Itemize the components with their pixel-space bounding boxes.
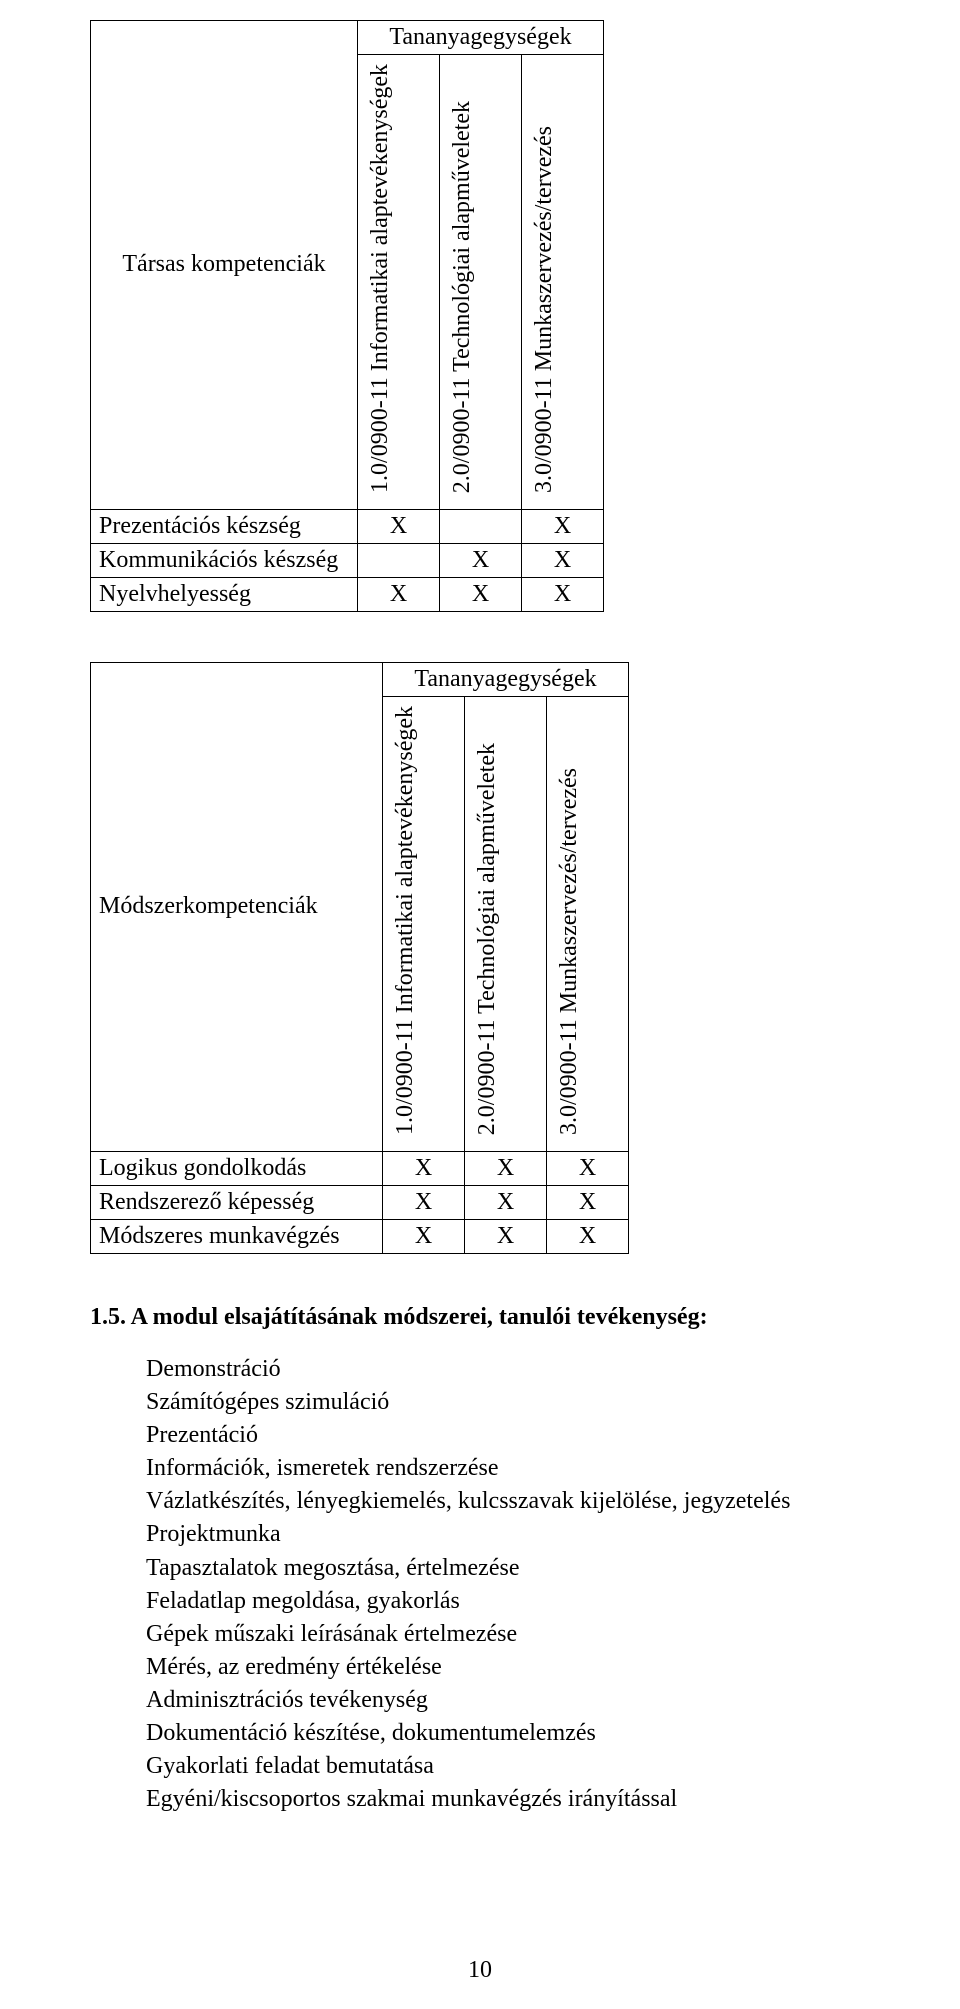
column-group-label: Tananyagegységek: [414, 666, 596, 692]
table-row: Kommunikációs készség X X: [91, 543, 604, 577]
table-cell: X: [358, 577, 440, 611]
table-cell: [358, 543, 440, 577]
column-group-label: Tananyagegységek: [389, 24, 571, 50]
table-row: Logikus gondolkodás X X X: [91, 1151, 629, 1185]
list-item: Információk, ismeretek rendszerzése: [146, 1452, 920, 1485]
row-section-label: Társas kompetenciák: [122, 251, 325, 277]
table-cell: X: [547, 1185, 629, 1219]
column-header: 2.0/0900-11 Technológiai alapműveletek: [440, 55, 522, 510]
methods-list: Demonstráció Számítógépes szimuláció Pre…: [90, 1353, 920, 1817]
table-row: Módszeres munkavégzés X X X: [91, 1219, 629, 1253]
table-cell: X: [440, 543, 522, 577]
list-item: Tapasztalatok megosztása, értelmezése: [146, 1552, 920, 1585]
page: Társas kompetenciák Tananyagegységek 1.0…: [0, 0, 960, 2009]
table-cell: X: [440, 577, 522, 611]
table-row: Társas kompetenciák Tananyagegységek: [91, 21, 604, 55]
table-social-competencies: Társas kompetenciák Tananyagegységek 1.0…: [90, 20, 604, 612]
table-cell: X: [383, 1185, 465, 1219]
list-item: Dokumentáció készítése, dokumentumelemzé…: [146, 1717, 920, 1750]
row-label: Kommunikációs készség: [91, 543, 358, 577]
table-cell: X: [547, 1151, 629, 1185]
list-item: Gyakorlati feladat bemutatása: [146, 1750, 920, 1783]
column-header: 2.0/0900-11 Technológiai alapműveletek: [465, 696, 547, 1151]
column-label: 3.0/0900-11 Munkaszervezés/tervezés: [555, 768, 584, 1135]
column-label: 1.0/0900-11 Informatikai alaptevékenység…: [366, 64, 395, 493]
row-label: Logikus gondolkodás: [91, 1151, 383, 1185]
list-item: Prezentáció: [146, 1419, 920, 1452]
column-header: 1.0/0900-11 Informatikai alaptevékenység…: [383, 696, 465, 1151]
page-number: 10: [0, 1957, 960, 1984]
table-cell: X: [465, 1151, 547, 1185]
list-item: Mérés, az eredmény értékelése: [146, 1651, 920, 1684]
column-header: 3.0/0900-11 Munkaszervezés/tervezés: [547, 696, 629, 1151]
table-row: Nyelvhelyesség X X X: [91, 577, 604, 611]
column-label: 2.0/0900-11 Technológiai alapműveletek: [473, 743, 502, 1135]
row-label: Nyelvhelyesség: [91, 577, 358, 611]
column-header: 3.0/0900-11 Munkaszervezés/tervezés: [522, 55, 604, 510]
list-item: Gépek műszaki leírásának értelmezése: [146, 1618, 920, 1651]
table-cell: X: [547, 1219, 629, 1253]
column-label: 1.0/0900-11 Informatikai alaptevékenység…: [391, 706, 420, 1135]
list-item: Demonstráció: [146, 1353, 920, 1386]
column-group-header: Tananyagegységek: [383, 662, 629, 696]
list-item: Számítógépes szimuláció: [146, 1386, 920, 1419]
list-item: Adminisztrációs tevékenység: [146, 1684, 920, 1717]
section-heading: 1.5. A modul elsajátításának módszerei, …: [90, 1304, 920, 1331]
column-label: 2.0/0900-11 Technológiai alapműveletek: [448, 101, 477, 493]
row-label: Prezentációs készség: [91, 509, 358, 543]
row-section-header: Társas kompetenciák: [91, 21, 358, 510]
row-section-header: Módszerkompetenciák: [91, 662, 383, 1151]
table-row: Rendszerező képesség X X X: [91, 1185, 629, 1219]
column-group-header: Tananyagegységek: [358, 21, 604, 55]
row-label: Rendszerező képesség: [91, 1185, 383, 1219]
table-cell: X: [383, 1219, 465, 1253]
list-item: Egyéni/kiscsoportos szakmai munkavégzés …: [146, 1783, 920, 1816]
row-label: Módszeres munkavégzés: [91, 1219, 383, 1253]
row-section-label: Módszerkompetenciák: [99, 893, 318, 919]
list-item: Feladatlap megoldása, gyakorlás: [146, 1585, 920, 1618]
column-header: 1.0/0900-11 Informatikai alaptevékenység…: [358, 55, 440, 510]
table-method-competencies: Módszerkompetenciák Tananyagegységek 1.0…: [90, 662, 629, 1254]
table-cell: X: [522, 577, 604, 611]
column-label: 3.0/0900-11 Munkaszervezés/tervezés: [530, 126, 559, 493]
table-cell: X: [383, 1151, 465, 1185]
list-item: Projektmunka: [146, 1518, 920, 1551]
table-row: Prezentációs készség X X: [91, 509, 604, 543]
table-cell: X: [465, 1219, 547, 1253]
table-cell: X: [465, 1185, 547, 1219]
table-cell: [440, 509, 522, 543]
table-cell: X: [358, 509, 440, 543]
table-cell: X: [522, 543, 604, 577]
table-cell: X: [522, 509, 604, 543]
table-row: Módszerkompetenciák Tananyagegységek: [91, 662, 629, 696]
list-item: Vázlatkészítés, lényegkiemelés, kulcssza…: [146, 1485, 920, 1518]
